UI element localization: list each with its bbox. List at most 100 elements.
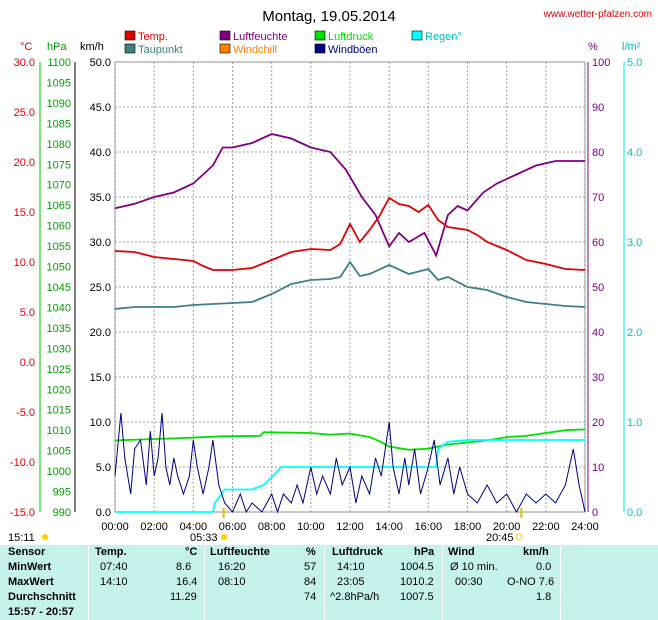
cell: 16:20 bbox=[218, 561, 246, 573]
cell: 57 bbox=[304, 561, 317, 573]
tick-rain: 1.0 bbox=[627, 417, 642, 429]
row-label: Durchschnitt bbox=[8, 591, 76, 603]
axis-unit-rain: l/m² bbox=[622, 41, 641, 53]
tick-pressure: 1060 bbox=[47, 221, 71, 233]
series-line-regen bbox=[115, 439, 585, 513]
cell: ^2.8hPa/h bbox=[330, 591, 380, 603]
cell: 8.6 bbox=[176, 561, 192, 573]
tick-humidity: 30 bbox=[592, 372, 604, 384]
tick-x: 12:00 bbox=[336, 521, 364, 533]
legend-swatch bbox=[411, 30, 423, 41]
row-label: MaxWert bbox=[8, 576, 54, 588]
tick-temp: 20.0 bbox=[14, 157, 35, 169]
tick-pressure: 1075 bbox=[47, 159, 71, 171]
tick-pressure: 1055 bbox=[47, 241, 71, 253]
cell: 1007.5 bbox=[400, 591, 434, 603]
axis-unit-temp: °C bbox=[20, 41, 32, 53]
cell: 08:10 bbox=[218, 576, 246, 588]
tick-pressure: 1040 bbox=[47, 302, 71, 314]
tick-humidity: 10 bbox=[592, 462, 604, 474]
tick-x: 08:00 bbox=[258, 521, 286, 533]
tick-wind: 45.0 bbox=[90, 102, 111, 114]
cell: 84 bbox=[304, 576, 317, 588]
axis-unit-wind: km/h bbox=[80, 41, 104, 53]
legend-swatch bbox=[314, 43, 326, 54]
tick-pressure: 1015 bbox=[47, 405, 71, 417]
tick-pressure: 1065 bbox=[47, 200, 71, 212]
tick-x: 14:00 bbox=[375, 521, 403, 533]
legend-swatch bbox=[219, 30, 231, 41]
summary-table: Sensor Temp. °C Luftfeuchte % Luftdruck … bbox=[0, 545, 658, 620]
legend-label: Taupunkt bbox=[138, 44, 183, 56]
tick-wind: 10.0 bbox=[90, 417, 111, 429]
moon-icon bbox=[42, 534, 48, 540]
tick-pressure: 1030 bbox=[47, 343, 71, 355]
tick-wind: 50.0 bbox=[90, 57, 111, 69]
tick-humidity: 60 bbox=[592, 237, 604, 249]
tick-humidity: 40 bbox=[592, 327, 604, 339]
tick-pressure: 1095 bbox=[47, 77, 71, 89]
legend-swatch bbox=[219, 43, 231, 54]
row-label: 15:57 - 20:57 bbox=[8, 606, 75, 618]
legend-swatch bbox=[314, 30, 326, 41]
tick-wind: 15.0 bbox=[90, 372, 111, 384]
tick-pressure: 1080 bbox=[47, 139, 71, 151]
tick-wind: 25.0 bbox=[90, 282, 111, 294]
series-line-windben bbox=[114, 412, 586, 514]
header-wind: Wind bbox=[448, 546, 475, 558]
tick-wind: 30.0 bbox=[90, 237, 111, 249]
tick-x: 06:00 bbox=[219, 521, 247, 533]
tick-pressure: 1050 bbox=[47, 262, 71, 274]
tick-x: 24:00 bbox=[571, 521, 599, 533]
cell: 16.4 bbox=[176, 576, 198, 588]
tick-rain: 3.0 bbox=[627, 237, 642, 249]
tick-x: 04:00 bbox=[180, 521, 208, 533]
header-humidity-unit: % bbox=[306, 546, 316, 558]
tick-pressure: 1020 bbox=[47, 384, 71, 396]
series-line-luftfeuchte bbox=[114, 133, 585, 258]
tick-pressure: 1070 bbox=[47, 180, 71, 192]
tick-pressure: 1045 bbox=[47, 282, 71, 294]
tick-pressure: 1100 bbox=[47, 57, 71, 69]
tick-wind: 0.0 bbox=[96, 507, 111, 519]
table-row-min: MinWert 07:40 8.6 16:20 57 14:10 1004.5 … bbox=[0, 560, 658, 575]
tick-wind: 20.0 bbox=[90, 327, 111, 339]
legend-label: Windchill bbox=[233, 44, 277, 56]
legend-label: Temp. bbox=[138, 31, 168, 43]
cell: 1.8 bbox=[536, 591, 552, 603]
cell: 11.29 bbox=[170, 591, 197, 603]
header-temp-unit: °C bbox=[185, 546, 198, 558]
cell: 07:40 bbox=[100, 561, 128, 573]
cell: 23:05 bbox=[337, 576, 365, 588]
cell: 1004.5 bbox=[400, 561, 434, 573]
tick-humidity: 90 bbox=[592, 102, 604, 114]
header-pressure: Luftdruck bbox=[332, 546, 383, 558]
tick-humidity: 100 bbox=[592, 57, 610, 69]
legend-label: Windböen bbox=[328, 44, 378, 56]
cell: 14:10 bbox=[337, 561, 365, 573]
sunset-time: 20:45 bbox=[486, 532, 514, 544]
tick-temp: 5.0 bbox=[20, 307, 35, 319]
header-sensor: Sensor bbox=[8, 546, 46, 558]
header-pressure-unit: hPa bbox=[414, 546, 435, 558]
series-line-temp bbox=[114, 196, 586, 271]
tick-pressure: 1085 bbox=[47, 118, 71, 130]
tick-pressure: 1025 bbox=[47, 364, 71, 376]
sunrise-time: 05:33 bbox=[190, 532, 218, 544]
tick-humidity: 70 bbox=[592, 192, 604, 204]
tick-temp: -5.0 bbox=[16, 407, 35, 419]
moon-time: 15:11 bbox=[8, 532, 35, 544]
tick-temp: 30.0 bbox=[14, 57, 35, 69]
axis-unit-pressure: hPa bbox=[47, 41, 67, 53]
cell: 74 bbox=[304, 591, 317, 603]
tick-x: 10:00 bbox=[297, 521, 325, 533]
sun-icon bbox=[221, 534, 227, 540]
tick-humidity: 50 bbox=[592, 282, 604, 294]
cell: 0.0 bbox=[536, 561, 552, 573]
tick-pressure: 1000 bbox=[47, 466, 71, 478]
table-row-max: MaxWert 14:10 16.4 08:10 84 23:05 1010.2… bbox=[0, 575, 658, 590]
tick-rain: 4.0 bbox=[627, 147, 642, 159]
tick-pressure: 1090 bbox=[47, 98, 71, 110]
cell: Ø 10 min. bbox=[450, 561, 498, 573]
tick-pressure: 990 bbox=[53, 507, 71, 519]
